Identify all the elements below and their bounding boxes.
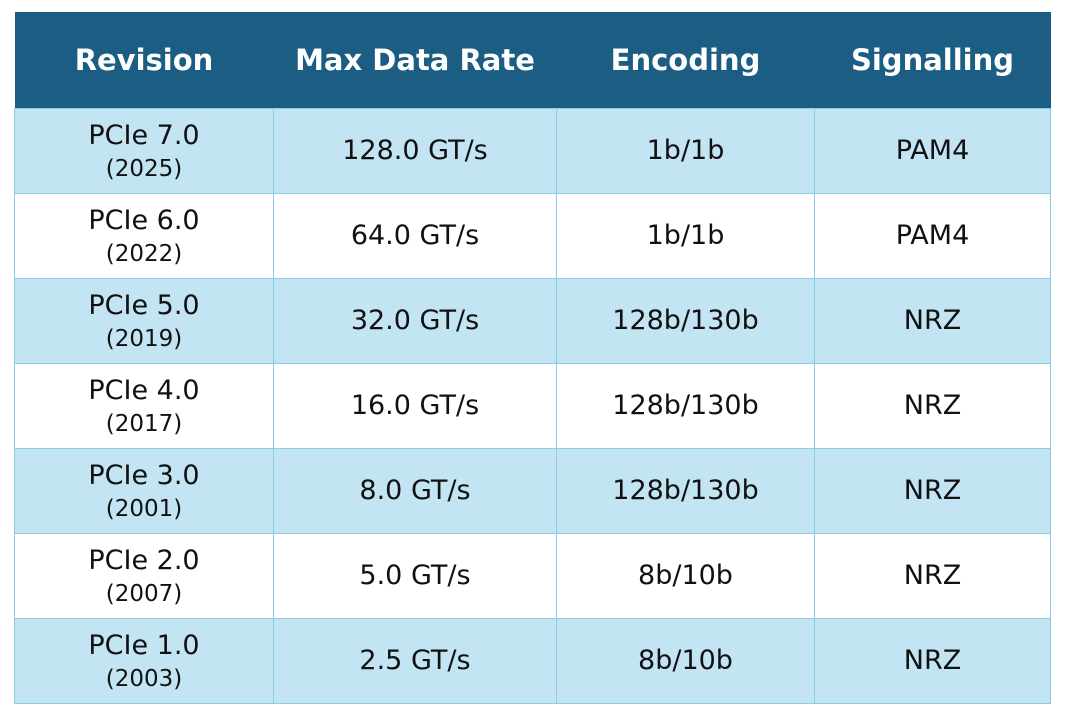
encoding-cell: 8b/10b — [556, 617, 815, 704]
encoding-cell: 128b/130b — [556, 277, 815, 364]
signalling-cell: NRZ — [814, 617, 1051, 704]
revision-year: (2019) — [105, 325, 183, 352]
encoding-cell: 8b/10b — [556, 532, 815, 619]
signalling-cell: NRZ — [814, 447, 1051, 534]
max-data-rate-cell: 5.0 GT/s — [273, 532, 557, 619]
header-row: Revision Max Data Rate Encoding Signalli… — [14, 12, 1051, 108]
table-row: PCIe 1.0 (2003) 2.5 GT/s 8b/10b NRZ — [14, 617, 1051, 704]
revision-year: (2022) — [105, 240, 183, 267]
max-data-rate-cell: 8.0 GT/s — [273, 447, 557, 534]
revision-name: PCIe 3.0 — [88, 459, 200, 491]
signalling-cell: NRZ — [814, 532, 1051, 619]
signalling-cell: PAM4 — [814, 192, 1051, 279]
revision-cell: PCIe 3.0 (2001) — [14, 447, 274, 534]
revision-year: (2007) — [105, 580, 183, 607]
header-max-data-rate: Max Data Rate — [295, 42, 535, 77]
revision-name: PCIe 5.0 — [88, 289, 200, 321]
table-row: PCIe 6.0 (2022) 64.0 GT/s 1b/1b PAM4 — [14, 192, 1051, 279]
revision-name: PCIe 7.0 — [88, 119, 200, 151]
header-signalling: Signalling — [850, 42, 1015, 77]
table-row: PCIe 2.0 (2007) 5.0 GT/s 8b/10b NRZ — [14, 532, 1051, 619]
encoding-cell: 1b/1b — [556, 192, 815, 279]
revision-cell: PCIe 5.0 (2019) — [14, 277, 274, 364]
revision-year: (2025) — [105, 155, 183, 182]
table-row: PCIe 7.0 (2025) 128.0 GT/s 1b/1b PAM4 — [14, 107, 1051, 194]
table-row: PCIe 3.0 (2001) 8.0 GT/s 128b/130b NRZ — [14, 447, 1051, 534]
revision-cell: PCIe 7.0 (2025) — [14, 107, 274, 194]
max-data-rate-cell: 64.0 GT/s — [273, 192, 557, 279]
revision-year: (2001) — [105, 495, 183, 522]
revision-name: PCIe 4.0 — [88, 374, 200, 406]
encoding-cell: 128b/130b — [556, 362, 815, 449]
max-data-rate-cell: 2.5 GT/s — [273, 617, 557, 704]
encoding-cell: 128b/130b — [556, 447, 815, 534]
max-data-rate-cell: 32.0 GT/s — [273, 277, 557, 364]
signalling-cell: PAM4 — [814, 107, 1051, 194]
revision-cell: PCIe 4.0 (2017) — [14, 362, 274, 449]
max-data-rate-cell: 16.0 GT/s — [273, 362, 557, 449]
table-body: PCIe 7.0 (2025) 128.0 GT/s 1b/1b PAM4 PC… — [14, 107, 1051, 704]
header-encoding: Encoding — [610, 42, 761, 77]
header-revision: Revision — [74, 42, 214, 77]
revision-name: PCIe 1.0 — [88, 629, 200, 661]
pcie-revisions-table: Revision Max Data Rate Encoding Signalli… — [14, 12, 1051, 704]
revision-name: PCIe 6.0 — [88, 204, 200, 236]
signalling-cell: NRZ — [814, 277, 1051, 364]
revision-year: (2017) — [105, 410, 183, 437]
encoding-cell: 1b/1b — [556, 107, 815, 194]
revision-cell: PCIe 1.0 (2003) — [14, 617, 274, 704]
table-row: PCIe 5.0 (2019) 32.0 GT/s 128b/130b NRZ — [14, 277, 1051, 364]
revision-year: (2003) — [105, 665, 183, 692]
max-data-rate-cell: 128.0 GT/s — [273, 107, 557, 194]
signalling-cell: NRZ — [814, 362, 1051, 449]
revision-name: PCIe 2.0 — [88, 544, 200, 576]
revision-cell: PCIe 6.0 (2022) — [14, 192, 274, 279]
table-header: Revision Max Data Rate Encoding Signalli… — [14, 12, 1051, 108]
revision-cell: PCIe 2.0 (2007) — [14, 532, 274, 619]
table-row: PCIe 4.0 (2017) 16.0 GT/s 128b/130b NRZ — [14, 362, 1051, 449]
